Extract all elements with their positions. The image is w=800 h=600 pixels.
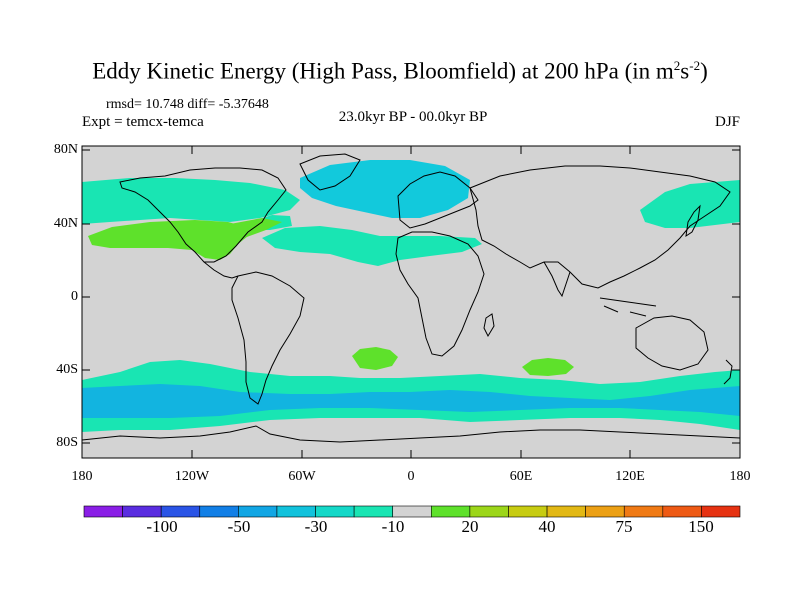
x-tick-label: 60E [509,469,533,484]
australia-coast [635,315,709,371]
indian-ocean-positive-region [522,358,574,376]
japan-coast [685,204,701,238]
colorbar-swatch [199,505,239,518]
experiment-label: Expt = temcx-temca [82,114,204,130]
north-pacific-east-region [640,180,740,228]
africa-coast [395,231,485,357]
colorbar-swatch [469,505,509,518]
x-tick-label: 180 [729,469,751,484]
x-tick-label: 180 [71,469,93,484]
colorbar-swatch [160,505,201,518]
colorbar-label: 20 [461,517,479,536]
south-america-coast [231,271,305,405]
y-tick-label: 80S [56,435,78,450]
indonesia-coast [599,297,657,317]
x-axis-ticks [191,146,631,458]
colorbar-swatch [430,505,471,518]
madagascar-coast [483,313,495,338]
colorbar-label: -10 [381,517,405,536]
y-axis-ticks [82,149,740,444]
colorbar-label: 150 [688,517,714,536]
antarctica-coast [82,425,740,443]
plot-title: Eddy Kinetic Energy (High Pass, Bloomfie… [92,58,708,84]
x-tick-label: 120E [615,469,645,484]
colorbar-swatch [122,505,162,518]
colorbar-label: 75 [615,517,633,536]
colorbar-swatch [508,505,548,518]
colorbar-swatch [392,505,432,518]
colorbar-swatch [83,505,123,518]
colorbar-label: -30 [304,517,328,536]
period-label: 23.0kyr BP - 00.0kyr BP [338,109,488,125]
north-pacific-negative-region [82,178,300,224]
south-atlantic-positive-region [352,347,398,370]
greenland-coast [299,153,361,191]
colorbar-swatch [623,505,664,518]
colorbar-swatch [662,505,702,518]
asia-coast [469,165,731,289]
mid-atlantic-negative-region [262,226,482,266]
colorbar-label: -50 [227,517,251,536]
colorbar-swatch [353,505,394,518]
y-tick-label: 0 [71,289,78,304]
y-tick-label: 80N [53,142,78,157]
colorbar-label: -100 [146,517,178,536]
colorbar-swatch [315,505,355,518]
x-tick-label: 60W [288,469,316,484]
north-america-coast [119,167,287,263]
colorbar-swatch [701,505,741,518]
indian-peninsula-coast [543,261,571,298]
x-tick-label: 0 [407,469,415,484]
colorbar-swatch [276,505,316,518]
y-tick-label: 40S [56,362,78,377]
north-america-positive-region [230,218,282,238]
season-label: DJF [714,114,740,130]
coastlines [82,153,740,443]
north-atlantic-negative-region [300,160,470,218]
colorbar-swatch [238,505,278,518]
central-america-coast [203,261,239,279]
rmsd-diff-stats: rmsd= 10.748 diff= -5.37648 [106,97,269,112]
colorbar-swatch [546,505,586,518]
x-tick-label: 120W [174,469,210,484]
new-zealand-coast [723,359,733,385]
colorbar-swatch [585,505,625,518]
colorbar-label: 40 [538,517,556,536]
y-tick-label: 40N [53,216,78,231]
north-pacific-positive-region [88,220,250,260]
southern-ocean-core-band [82,384,740,418]
colorbar [83,505,741,518]
